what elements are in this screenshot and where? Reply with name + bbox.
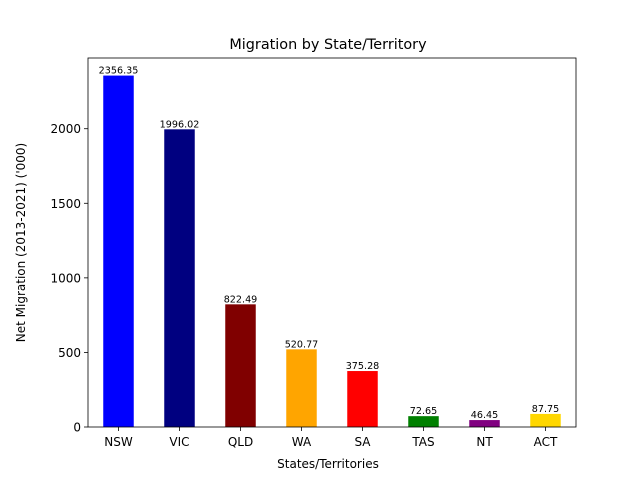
bar-wa (286, 349, 317, 427)
bar-tas (408, 416, 439, 427)
data-label-act: 87.75 (532, 404, 559, 415)
data-label-wa: 520.77 (285, 339, 319, 350)
x-tick-label-vic: VIC (169, 435, 189, 449)
y-tick-label: 2000 (50, 122, 81, 136)
x-tick-label-sa: SA (354, 435, 371, 449)
y-tick-label: 1000 (50, 271, 81, 285)
x-tick-label-tas: TAS (411, 435, 434, 449)
y-tick-label: 0 (73, 421, 81, 435)
bar-sa (347, 371, 378, 427)
x-axis-ticks: NSW VIC QLD WA SA TAS NT ACT (104, 427, 558, 449)
data-label-nt: 46.45 (471, 410, 498, 421)
x-tick-label-qld: QLD (228, 435, 253, 449)
bar-nt (469, 420, 500, 427)
x-tick-label-nsw: NSW (104, 435, 133, 449)
data-label-vic: 1996.02 (160, 119, 200, 130)
bar-vic (164, 129, 195, 427)
x-tick-label-act: ACT (534, 435, 558, 449)
data-label-tas: 72.65 (410, 406, 437, 417)
x-tick-label-nt: NT (476, 435, 493, 449)
y-axis-ticks: 0 500 1000 1500 2000 (50, 122, 88, 435)
x-tick-label-wa: WA (292, 435, 312, 449)
y-tick-label: 1500 (50, 197, 81, 211)
y-axis-label: Net Migration (2013-2021) ('000) (14, 143, 28, 342)
bars-group (103, 75, 561, 428)
data-label-sa: 375.28 (346, 361, 380, 372)
bar-act (530, 413, 561, 427)
plot-frame (87, 57, 577, 428)
data-label-nsw: 2356.35 (99, 66, 139, 77)
y-tick-label: 500 (58, 346, 81, 360)
data-label-qld: 822.49 (224, 294, 258, 305)
x-axis-label: States/Territories (277, 457, 379, 471)
bar-qld (225, 304, 256, 427)
data-labels-group: 2356.35 1996.02 822.49 520.77 375.28 72.65 46.… (99, 66, 560, 422)
bar-nsw (103, 75, 134, 428)
chart-title: Migration by State/Territory (229, 37, 427, 53)
